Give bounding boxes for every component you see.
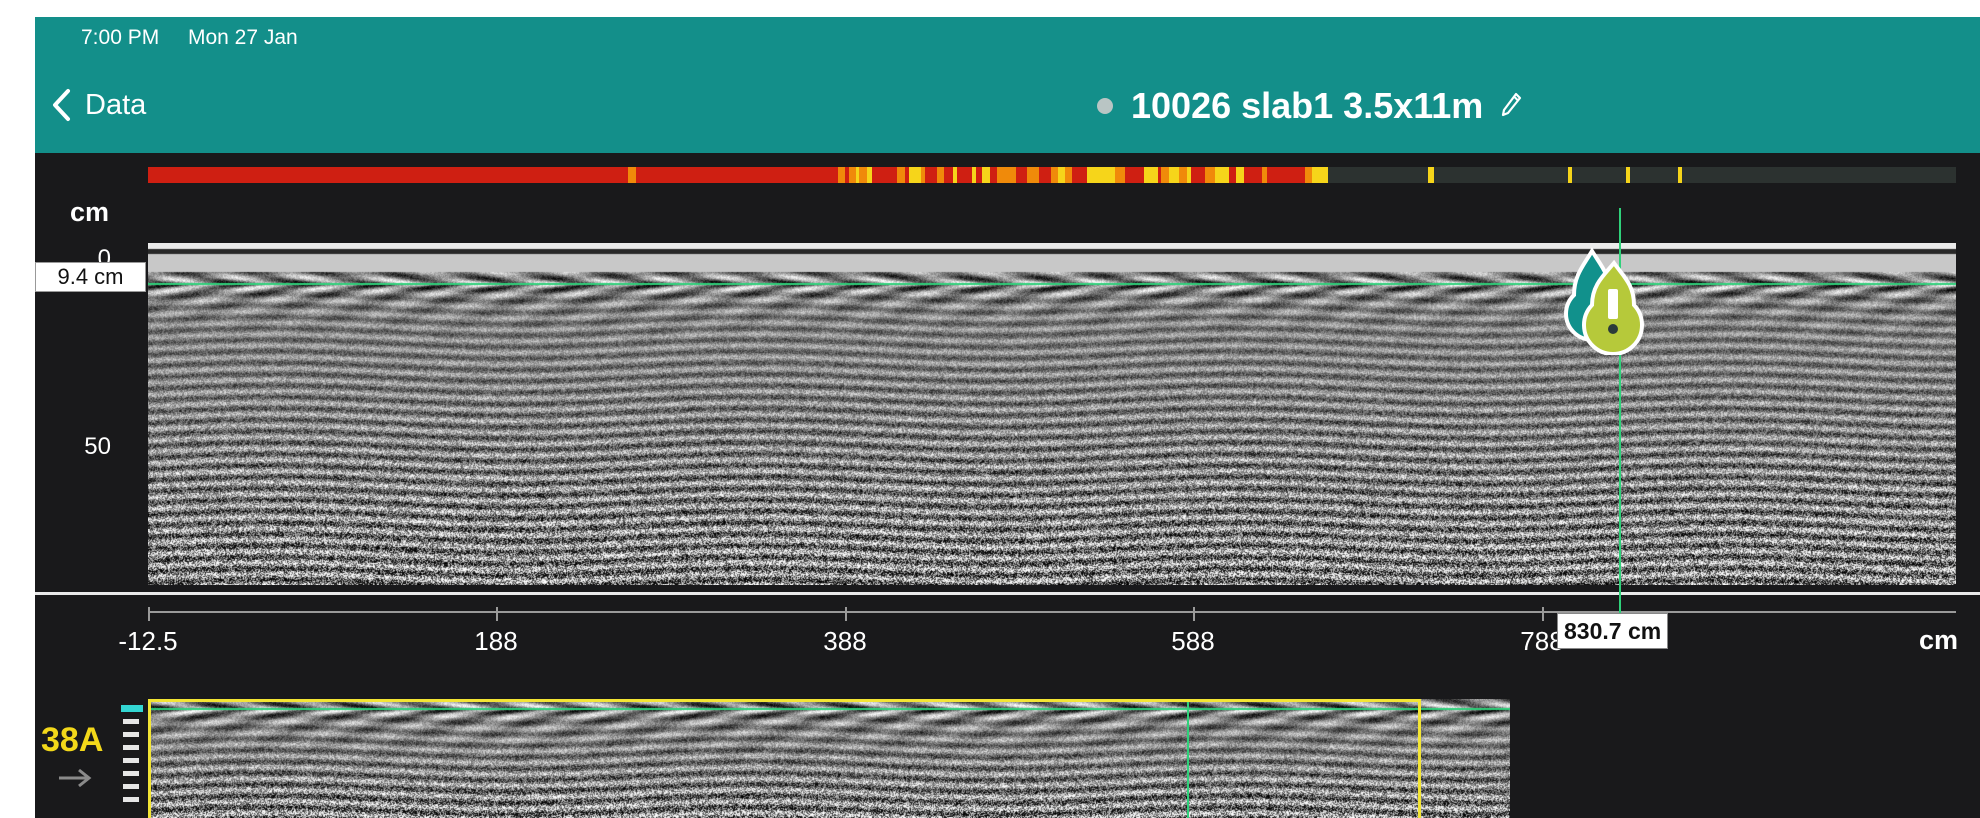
back-button[interactable]: Data — [51, 85, 146, 125]
map-pin-icon — [1562, 247, 1654, 359]
status-dot — [1097, 98, 1113, 114]
scan-title: 10026 slab1 3.5x11m — [1131, 85, 1484, 126]
distance-tick-label: 188 — [474, 626, 518, 656]
scan-title-group: 10026 slab1 3.5x11m — [1097, 85, 1523, 127]
pencil-icon — [1501, 91, 1523, 122]
position-cursor-line[interactable] — [1619, 208, 1621, 621]
status-time: 7:00 PM — [81, 26, 160, 49]
distance-axis-tick — [496, 607, 498, 621]
depth-unit-label: cm — [70, 197, 110, 227]
overview-cursor-line — [1187, 699, 1189, 818]
section-divider — [35, 592, 1980, 595]
channel-ladder-icon[interactable] — [121, 705, 143, 818]
chevron-left-icon — [51, 88, 71, 122]
distance-tick-label: 588 — [1171, 626, 1215, 656]
surface-depth-label[interactable]: 9.4 cm — [35, 262, 146, 292]
channel-label: 38A — [41, 721, 104, 759]
distance-axis-tick — [148, 607, 150, 621]
arrow-right-icon — [57, 767, 93, 794]
overview-viewport-frame[interactable] — [148, 699, 1421, 818]
target-marker[interactable] — [1562, 245, 1654, 360]
app-screen: 7:00 PM Mon 27 Jan Data 10026 slab1 3.5x… — [35, 17, 1980, 818]
overview-radargram[interactable] — [148, 699, 1510, 818]
distance-tick-label: 388 — [823, 626, 867, 656]
distance-axis-line — [148, 611, 1956, 613]
back-label: Data — [85, 88, 147, 121]
distance-tick-label: -12.5 — [118, 626, 178, 656]
edit-title-button[interactable] — [1501, 91, 1523, 122]
depth-tick-50: 50 — [84, 433, 111, 460]
distance-axis-tick — [1193, 607, 1195, 621]
status-date: Mon 27 Jan — [188, 26, 298, 49]
scan-panel: cm 0 50 9.4 cm -12.5 188 388 588 788 cm … — [35, 153, 1980, 818]
signal-quality-bar — [148, 167, 1956, 183]
distance-axis-tick — [1542, 607, 1544, 621]
distance-axis-tick — [845, 607, 847, 621]
radargram-view[interactable] — [148, 243, 1956, 585]
cursor-position-label: 830.7 cm — [1557, 613, 1669, 649]
header-bar: 7:00 PM Mon 27 Jan Data 10026 slab1 3.5x… — [35, 17, 1980, 153]
distance-unit-label: cm — [1918, 625, 1958, 655]
distance-tick-label: 788 — [1520, 626, 1564, 656]
